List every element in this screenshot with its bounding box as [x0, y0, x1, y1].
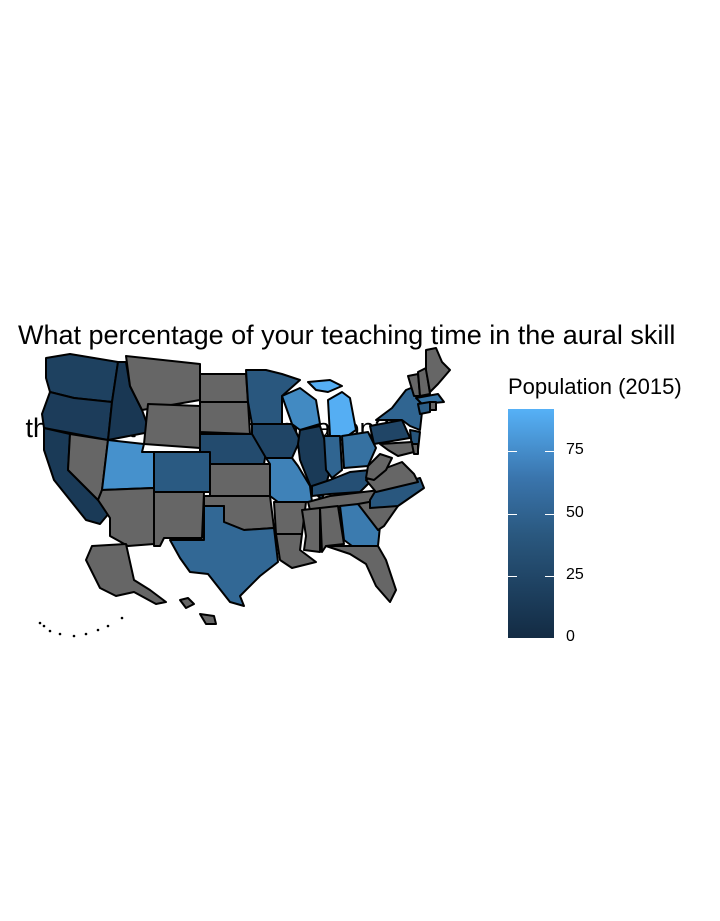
state-ut: [101, 439, 161, 491]
legend-tick-mark: [508, 638, 517, 639]
state-mt: [125, 355, 201, 411]
state-ri: [429, 401, 437, 411]
aleutian-island: [84, 632, 88, 636]
state-tx: [169, 505, 279, 607]
legend-tick-mark: [508, 451, 517, 452]
state-ks: [209, 463, 271, 497]
aleutian-island: [120, 616, 124, 620]
legend-colorbar: [508, 409, 554, 638]
state-me: [425, 347, 451, 393]
us-map: [38, 347, 451, 638]
legend-tick-label: 75: [566, 441, 584, 458]
state-nd: [199, 373, 249, 403]
aleutian-island: [42, 624, 46, 628]
state-wi: [281, 387, 321, 431]
aleutian-island: [38, 621, 42, 625]
state-de: [411, 443, 419, 455]
legend-tick-mark: [545, 638, 554, 639]
title-line-1: What percentage of your teaching time in…: [18, 320, 676, 350]
state-md: [379, 441, 415, 457]
aleutian-island: [106, 624, 110, 628]
state-wv: [365, 453, 393, 481]
state-ar: [273, 501, 307, 535]
legend-title: Population (2015): [508, 374, 682, 399]
state-ak: [85, 543, 167, 605]
state-ma: [415, 393, 445, 405]
state-ms: [301, 507, 321, 553]
legend-tick-mark: [545, 576, 554, 577]
legend-tick-mark: [545, 451, 554, 452]
state-co: [153, 451, 211, 493]
state-fl: [325, 545, 397, 603]
state-hi: [179, 597, 217, 625]
state-sd: [199, 401, 251, 435]
aleutian-island: [72, 634, 76, 638]
state-la: [275, 533, 317, 569]
legend-tick-label: 50: [566, 504, 584, 521]
legend-tick-mark: [508, 514, 517, 515]
state-nm: [153, 491, 205, 547]
state-pa: [369, 419, 411, 445]
legend-tick-label: 25: [566, 566, 584, 583]
legend-tick-label: 0: [566, 628, 575, 645]
aleutian-island: [58, 632, 62, 636]
state-ct: [417, 401, 431, 415]
state-in: [323, 435, 343, 479]
legend-tick-mark: [508, 576, 517, 577]
aleutian-island: [96, 628, 100, 632]
state-wy: [143, 403, 201, 449]
legend-tick-mark: [545, 514, 554, 515]
aleutian-island: [48, 629, 52, 633]
state-nc: [369, 477, 425, 509]
state-oh: [341, 431, 377, 469]
